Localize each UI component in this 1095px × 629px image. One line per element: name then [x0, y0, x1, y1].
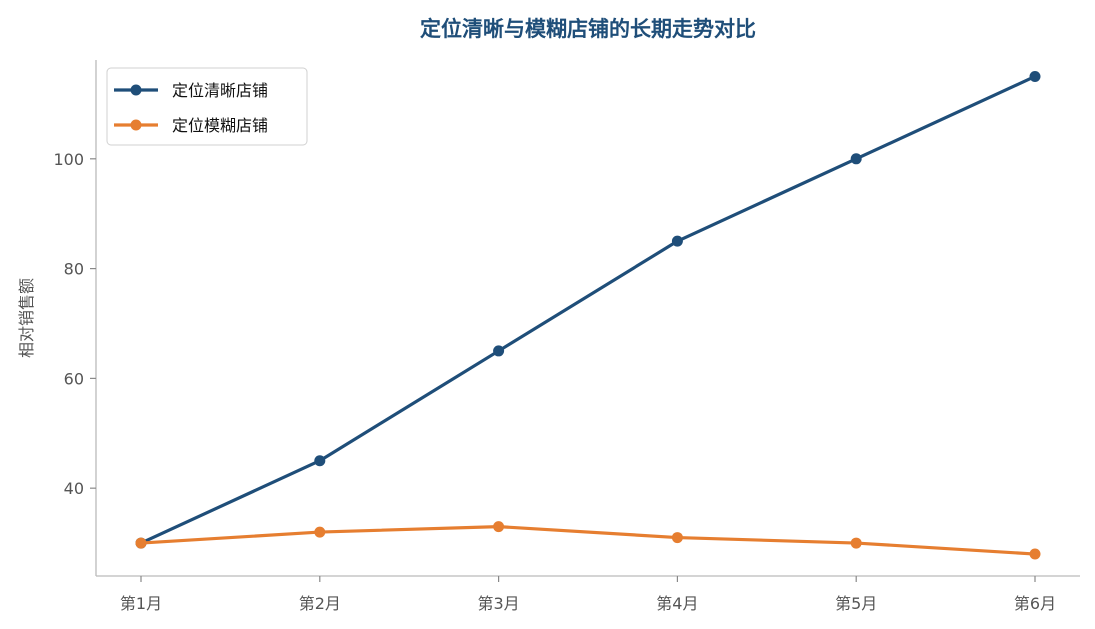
series-2 [135, 521, 1041, 560]
x-tick-label: 第1月 [120, 594, 162, 613]
data-point [314, 455, 326, 467]
x-tick-label: 第4月 [656, 594, 698, 613]
data-point [493, 345, 505, 357]
series-line [139, 74, 1037, 545]
x-axis: 第1月 第2月 第3月 第4月 第5月 第6月 [96, 575, 1080, 613]
legend-marker [130, 119, 142, 131]
data-point [1029, 548, 1041, 560]
y-ticks: 40 60 80 100 [53, 150, 96, 498]
data-point [493, 521, 505, 533]
legend-label: 定位清晰店铺 [172, 81, 268, 100]
data-point [135, 537, 147, 549]
x-tick-label: 第3月 [478, 594, 520, 613]
x-tick-label: 第6月 [1014, 594, 1056, 613]
y-tick-label: 60 [64, 369, 84, 388]
data-point [850, 537, 862, 549]
x-tick-label: 第2月 [299, 594, 341, 613]
series-line [139, 524, 1037, 556]
data-point [850, 153, 862, 165]
x-tick-label: 第5月 [835, 594, 877, 613]
y-tick-label: 80 [64, 260, 84, 279]
y-axis: 40 60 80 100 [53, 60, 97, 576]
plot-series [135, 70, 1041, 560]
x-ticks: 第1月 第2月 第3月 第4月 第5月 第6月 [120, 576, 1056, 613]
data-point [1029, 70, 1041, 82]
data-point [314, 526, 326, 538]
legend-marker [130, 84, 142, 96]
legend-label: 定位模糊店铺 [172, 116, 268, 135]
y-tick-label: 40 [64, 479, 84, 498]
y-axis-label: 相对销售额 [17, 278, 36, 358]
legend-item: 定位清晰店铺 [114, 81, 268, 100]
legend-item: 定位模糊店铺 [114, 116, 268, 135]
data-point [671, 532, 683, 544]
y-tick-label: 100 [53, 150, 84, 169]
chart-title: 定位清晰与模糊店铺的长期走势对比 [420, 17, 756, 41]
data-point [671, 235, 683, 247]
